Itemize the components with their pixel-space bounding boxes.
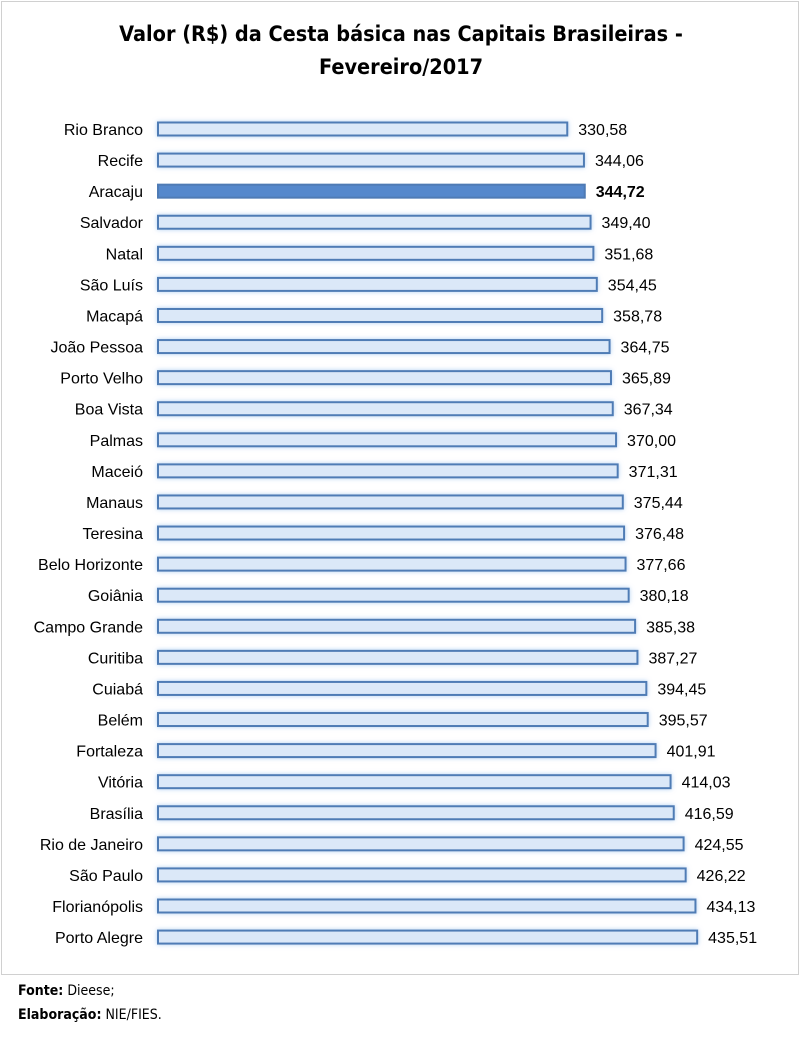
data-label: 385,38 <box>646 619 695 636</box>
data-label: 395,57 <box>659 713 708 730</box>
category-label: Natal <box>106 246 143 263</box>
bar <box>157 307 604 323</box>
data-label: 394,45 <box>657 681 706 698</box>
data-label: 344,72 <box>596 184 645 201</box>
data-label: 344,06 <box>595 153 644 170</box>
bar <box>157 494 624 510</box>
bar <box>157 370 612 386</box>
data-label: 377,66 <box>637 557 686 574</box>
category-label: João Pessoa <box>50 340 143 357</box>
elaboration-value: NIE/FIES. <box>105 1007 162 1023</box>
bar-plot: Rio Branco 330,58 Recife 344,06 Aracaju 344,7… <box>34 121 757 947</box>
category-label: Salvador <box>80 215 144 232</box>
data-label: 351,68 <box>604 246 653 263</box>
data-label: 434,13 <box>706 899 755 916</box>
bar <box>157 867 687 883</box>
data-label: 424,55 <box>695 837 744 854</box>
data-label: 416,59 <box>685 806 734 823</box>
bar <box>157 805 675 821</box>
source-value: Dieese; <box>67 983 115 999</box>
bar <box>157 152 585 168</box>
data-label: 380,18 <box>640 588 689 605</box>
data-label: 365,89 <box>622 371 671 388</box>
category-label: Vitória <box>98 775 143 792</box>
elaboration-note: Elaboração: NIE/FIES. <box>18 1007 162 1023</box>
bar <box>157 587 630 603</box>
bar <box>157 618 637 634</box>
data-label: 349,40 <box>602 215 651 232</box>
bar <box>157 898 697 914</box>
category-label: Florianópolis <box>52 899 143 916</box>
source-label: Fonte: <box>18 983 64 999</box>
category-label: Teresina <box>83 526 144 543</box>
bar-highlighted <box>157 183 586 199</box>
data-label: 376,48 <box>635 526 684 543</box>
bar <box>157 649 639 665</box>
category-label: Goiânia <box>88 588 143 605</box>
data-label: 375,44 <box>634 495 683 512</box>
bar <box>157 774 672 790</box>
category-label: Maceió <box>91 464 143 481</box>
category-label: São Luís <box>80 277 143 294</box>
bar <box>157 743 657 759</box>
category-label: Porto Velho <box>60 371 143 388</box>
data-label: 387,27 <box>648 650 697 667</box>
category-label: Porto Alegre <box>55 930 143 947</box>
bar <box>157 463 619 479</box>
category-label: Recife <box>98 153 143 170</box>
chart-title: Valor (R$) da Cesta básica nas Capitais … <box>32 18 770 84</box>
data-label: 435,51 <box>708 930 757 947</box>
chart-title-line2: Fevereiro/2017 <box>318 55 484 79</box>
data-label: 354,45 <box>608 277 657 294</box>
data-label: 426,22 <box>697 868 746 885</box>
bar <box>157 712 649 728</box>
bar <box>157 401 614 417</box>
data-label: 364,75 <box>621 340 670 357</box>
bar <box>157 245 595 261</box>
category-label: Cuiabá <box>92 681 143 698</box>
data-label: 401,91 <box>667 744 716 761</box>
chart-title-line1: Valor (R$) da Cesta básica nas Capitais … <box>119 22 683 46</box>
bar <box>157 276 598 292</box>
bar <box>157 836 685 852</box>
category-label: Brasília <box>90 806 143 823</box>
source-note: Fonte: Dieese; <box>18 983 115 999</box>
category-label: Rio Branco <box>64 122 143 139</box>
elaboration-label: Elaboração: <box>18 1007 102 1023</box>
category-label: Rio de Janeiro <box>40 837 143 854</box>
bar <box>157 339 611 355</box>
category-label: Macapá <box>86 308 143 325</box>
category-label: Curitiba <box>88 650 143 667</box>
category-label: São Paulo <box>69 868 143 885</box>
bar <box>157 929 699 945</box>
category-label: Manaus <box>86 495 143 512</box>
data-label: 367,34 <box>624 402 673 419</box>
bar <box>157 680 648 696</box>
category-label: Palmas <box>90 433 143 450</box>
data-label: 330,58 <box>578 122 627 139</box>
bar <box>157 556 627 572</box>
data-label: 414,03 <box>682 775 731 792</box>
bar <box>157 432 618 448</box>
category-label: Boa Vista <box>75 402 143 419</box>
bar <box>157 525 626 541</box>
data-label: 358,78 <box>613 308 662 325</box>
category-label: Campo Grande <box>34 619 143 636</box>
category-label: Belo Horizonte <box>38 557 143 574</box>
bar <box>157 214 592 230</box>
category-label: Belém <box>98 713 143 730</box>
category-label: Fortaleza <box>76 744 143 761</box>
category-label: Aracaju <box>89 184 143 201</box>
data-label: 370,00 <box>627 433 676 450</box>
data-label: 371,31 <box>629 464 678 481</box>
bar <box>157 121 569 137</box>
